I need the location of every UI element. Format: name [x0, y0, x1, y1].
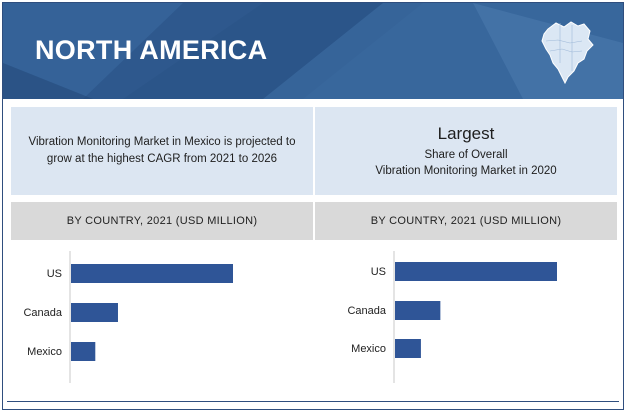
bar-chart-right: US Canada Mexico: [347, 251, 557, 383]
infographic-frame: NORTH AMERICA Vibration Monitoring Marke…: [2, 2, 624, 410]
page-title: NORTH AMERICA: [35, 35, 268, 65]
bar-mexico: [395, 339, 421, 358]
category-label: US: [371, 266, 386, 278]
bar-chart-left: US Canada Mexico: [23, 251, 233, 383]
bar-us: [71, 264, 233, 283]
category-label: Mexico: [351, 343, 386, 355]
category-label: Canada: [347, 305, 386, 317]
bar-mexico: [71, 342, 96, 361]
category-label: Canada: [23, 307, 62, 319]
largest-line-1: Share of Overall: [424, 148, 508, 161]
largest-line-2: Vibration Monitoring Market in 2020: [375, 164, 557, 177]
category-label: US: [47, 268, 62, 280]
header-banner: NORTH AMERICA: [3, 3, 623, 99]
info-panel-largest: Largest Share of Overall Vibration Monit…: [315, 107, 617, 195]
category-label: Mexico: [27, 346, 62, 358]
bar-canada: [395, 301, 441, 320]
bar-canada: [71, 303, 118, 322]
largest-headline: Largest: [437, 123, 495, 143]
chart-title-left: BY COUNTRY, 2021 (USD MILLION): [11, 202, 313, 240]
growth-statement: Vibration Monitoring Market in Mexico is…: [28, 136, 296, 165]
north-america-map-icon: [541, 21, 594, 85]
info-panel-growth: Vibration Monitoring Market in Mexico is…: [11, 107, 313, 195]
footer-divider: [7, 401, 619, 402]
chart-title-right: BY COUNTRY, 2021 (USD MILLION): [315, 202, 617, 240]
bar-us: [395, 262, 557, 281]
